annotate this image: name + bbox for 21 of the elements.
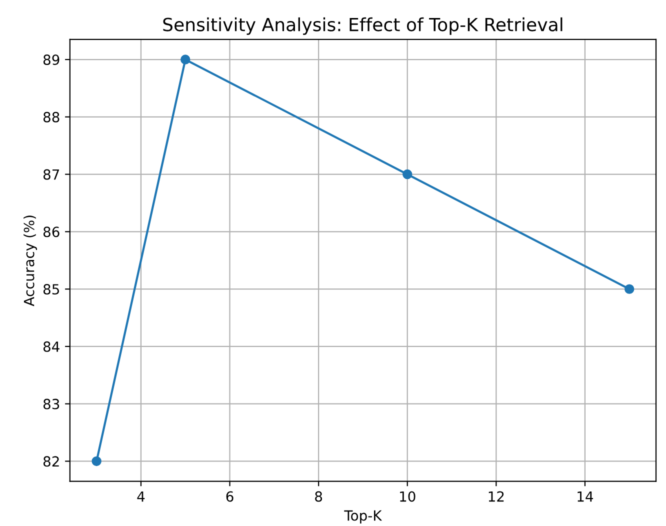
x-tick-label: 6 (226, 491, 234, 502)
y-tick-label: 86 (43, 226, 60, 238)
y-tick-label: 88 (43, 112, 60, 122)
chart-title: Sensitivity Analysis: Effect of Top-K Retrieval (163, 17, 562, 35)
x-axis-title: Top-K (344, 510, 382, 524)
point (92, 456, 102, 466)
x-tick-label: 14 (578, 491, 594, 502)
point (402, 169, 412, 180)
x-tick-label: 12 (488, 491, 504, 502)
y-tick-label: 83 (43, 398, 60, 410)
x-tick-label: 10 (400, 491, 416, 502)
y-axis-title: Accuracy (%) (24, 216, 37, 306)
point (624, 284, 634, 294)
y-tick-label: 84 (43, 341, 60, 352)
y-tick-label: 82 (43, 456, 59, 467)
x-tick-label: 8 (315, 491, 322, 502)
y-tick-label: 89 (43, 54, 60, 66)
point (180, 54, 190, 64)
y-tick-label: 85 (43, 284, 59, 295)
x-tick-label: 4 (137, 491, 145, 502)
y-tick-label: 87 (43, 169, 60, 180)
